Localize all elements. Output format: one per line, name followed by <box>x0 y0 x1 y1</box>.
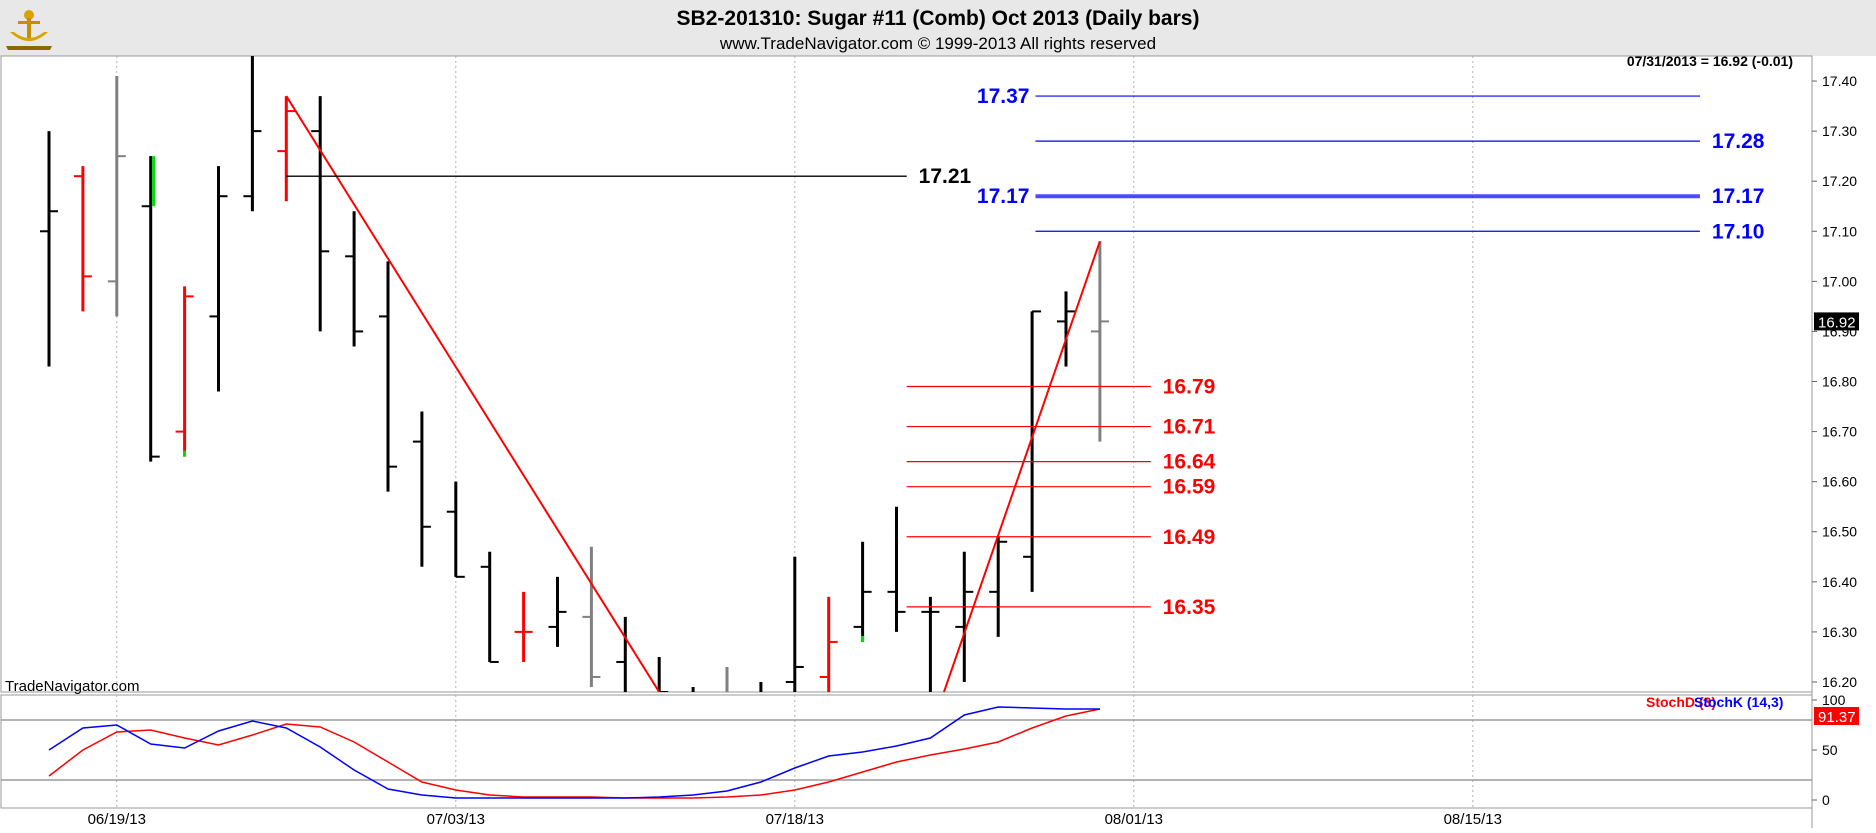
stoch-last-tag-text: 91.37 <box>1818 709 1856 726</box>
ohlc-bar <box>73 166 92 312</box>
ohlc-bar <box>921 596 940 692</box>
ohlc-bar <box>1057 291 1075 367</box>
ohlc-bar <box>175 286 194 457</box>
stoch-series-line <box>48 708 1101 799</box>
y-tick-label: 17.20 <box>1822 173 1857 189</box>
y-tick-label: 0 <box>1822 792 1830 808</box>
y-tick-label: 16.60 <box>1822 474 1857 490</box>
y-tick-label: 16.70 <box>1822 424 1857 440</box>
y-tick-label: 16.40 <box>1822 574 1857 590</box>
watermark-text: TradeNavigator.com <box>5 678 140 695</box>
ohlc-bar <box>785 556 804 692</box>
level-label: 16.71 <box>1163 416 1216 439</box>
ohlc-bar <box>243 56 262 212</box>
last-value-readout: 07/31/2013 = 16.92 (-0.01) <box>1627 53 1793 69</box>
y-tick-label: 50 <box>1822 742 1838 758</box>
ohlc-bar <box>141 156 160 462</box>
ohlc-bar <box>412 411 431 567</box>
ohlc-bar <box>989 536 1008 637</box>
ohlc-bar <box>548 576 567 647</box>
ohlc-bar <box>514 591 533 662</box>
trend-line <box>943 240 1101 692</box>
trade-navigator-anchor-logo <box>6 10 52 50</box>
y-tick-label: 17.10 <box>1822 223 1857 239</box>
level-label: 16.35 <box>1163 596 1216 619</box>
legend-stoch-k: StochK (14,3) <box>1694 694 1783 710</box>
level-label: 16.49 <box>1163 526 1216 549</box>
x-tick-label: 06/19/13 <box>88 811 146 828</box>
ohlc-bar <box>955 551 974 682</box>
stoch-series-line <box>48 706 1100 799</box>
ohlc-bar <box>277 96 296 202</box>
last-price-tag-text: 16.92 <box>1818 314 1856 331</box>
price-plot-area <box>40 56 1109 692</box>
ohlc-bar <box>311 96 330 332</box>
y-tick-label: 17.40 <box>1822 73 1857 89</box>
x-tick-label: 07/03/13 <box>427 811 485 828</box>
y-tick-label: 16.50 <box>1822 524 1857 540</box>
ohlc-bar <box>759 681 763 692</box>
ohlc-bar <box>657 656 669 692</box>
last-price-tag <box>1814 312 1859 331</box>
price-panel-frame <box>0 55 1813 693</box>
y-tick-label: 17.00 <box>1822 273 1857 289</box>
legend-stoch-d: StochD (3) <box>1646 694 1716 710</box>
y-tick-label: 16.80 <box>1822 374 1857 390</box>
level-label: 16.64 <box>1163 451 1216 474</box>
ohlc-bar <box>209 166 228 392</box>
y-tick-label: 100 <box>1822 692 1846 708</box>
level-label: 17.21 <box>919 165 972 188</box>
ohlc-bar <box>853 541 872 642</box>
ohlc-bar <box>345 211 364 347</box>
level-label: 17.37 <box>977 85 1030 108</box>
level-label: 16.79 <box>1163 376 1216 399</box>
ohlc-bar <box>691 686 695 692</box>
stoch-last-tag <box>1814 707 1859 725</box>
ohlc-bar <box>446 481 465 578</box>
ohlc-bar <box>40 131 58 367</box>
ohlc-bar <box>1090 241 1109 442</box>
level-label: 17.28 <box>1712 130 1765 153</box>
stoch-panel-frame <box>0 694 1813 809</box>
ohlc-bar <box>582 546 601 687</box>
trend-line <box>285 95 661 692</box>
ohlc-bar <box>480 551 499 663</box>
ohlc-bar <box>616 616 627 692</box>
level-label: 17.10 <box>1712 220 1765 243</box>
level-label: 17.17 <box>977 185 1030 208</box>
price-panel: 17.4017.3017.2017.1017.0016.9016.8016.70… <box>0 55 1859 828</box>
level-label: 17.17 <box>1712 185 1765 208</box>
y-tick-label: 16.20 <box>1822 674 1857 690</box>
chart-title: SB2-201310: Sugar #11 (Comb) Oct 2013 (D… <box>677 7 1200 30</box>
x-tick-label: 07/18/13 <box>766 811 824 828</box>
ohlc-bar <box>725 666 729 692</box>
y-tick-label: 17.30 <box>1822 123 1857 139</box>
copyright-text: www.TradeNavigator.com © 1999-2013 All r… <box>719 34 1156 53</box>
y-tick-label: 16.30 <box>1822 624 1857 640</box>
ohlc-bar <box>1023 310 1042 592</box>
x-tick-label: 08/15/13 <box>1444 811 1502 828</box>
x-tick-label: 08/01/13 <box>1105 811 1163 828</box>
ohlc-bar <box>107 76 126 317</box>
level-label: 16.59 <box>1163 476 1216 499</box>
ohlc-bar <box>819 596 838 692</box>
header-bar <box>0 0 1876 56</box>
ohlc-bar <box>887 506 906 632</box>
stochastic-panel: 06/19/13 07/03/13 07/18/13 08/01/13 08/15/13… <box>0 692 1859 828</box>
ohlc-bar <box>379 261 397 492</box>
